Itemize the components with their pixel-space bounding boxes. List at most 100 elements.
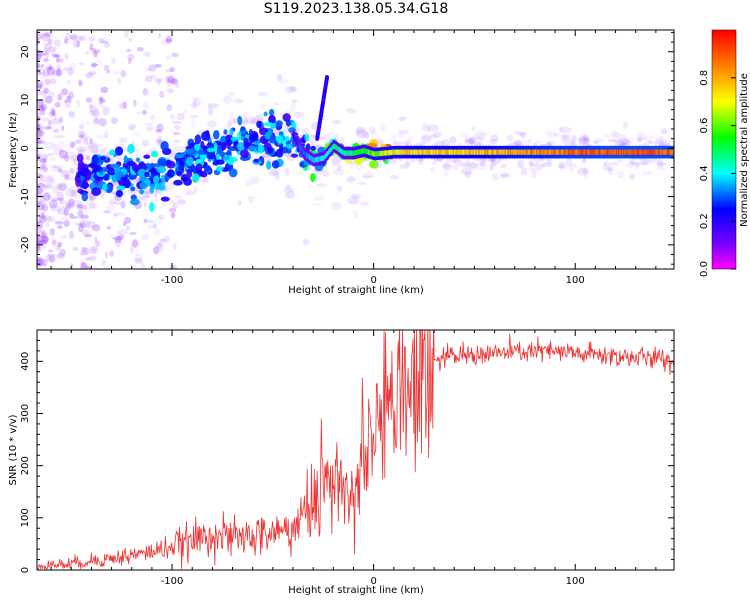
halo-blob: [52, 143, 59, 148]
noise-blob: [37, 206, 41, 215]
noise-blob: [98, 38, 105, 44]
snr-frame: [36, 329, 675, 571]
noise-blob: [169, 66, 176, 73]
noise-blob: [47, 194, 52, 201]
halo-blob: [545, 142, 552, 147]
noise-blob: [39, 224, 43, 231]
ridge-core: [475, 149, 478, 155]
noise-blob: [56, 63, 61, 73]
noise-blob: [37, 42, 40, 46]
signal-blob: [160, 196, 170, 202]
noise-blob: [42, 48, 51, 56]
halo-blob: [135, 152, 140, 158]
noise-blob: [72, 246, 79, 251]
signal-blob: [81, 192, 89, 202]
halo-blob: [442, 163, 452, 170]
ridge-core: [592, 149, 595, 155]
ridge-core: [455, 149, 457, 155]
halo-blob: [173, 145, 186, 152]
ridge-core: [646, 149, 648, 155]
halo-blob: [490, 162, 496, 168]
halo-blob: [614, 139, 624, 148]
noise-blob: [78, 81, 84, 86]
ridge-core: [516, 149, 519, 155]
ridge-core: [367, 149, 370, 155]
halo-blob: [355, 126, 366, 134]
noise-blob: [39, 229, 47, 238]
signal-blob: [206, 150, 216, 160]
ridge-core: [612, 149, 614, 155]
noise-blob: [103, 41, 111, 49]
noise-blob: [50, 107, 55, 115]
halo-blob: [379, 123, 386, 132]
ridge-core: [545, 149, 548, 155]
halo-blob: [190, 119, 196, 128]
noise-blob: [48, 90, 55, 99]
noise-blob: [89, 109, 97, 117]
halo-blob: [113, 201, 122, 205]
halo-blob: [76, 204, 87, 211]
halo-blob: [128, 123, 137, 130]
halo-blob: [53, 147, 63, 156]
noise-blob: [69, 215, 78, 220]
halo-blob: [517, 131, 525, 136]
ridge-core: [497, 149, 499, 155]
halo-blob: [364, 158, 372, 163]
noise-blob: [104, 251, 109, 260]
ridge-core: [530, 149, 532, 155]
ridge-core: [511, 149, 514, 155]
noise-blob: [41, 117, 51, 122]
halo-blob: [37, 183, 48, 192]
ridge-core: [400, 149, 403, 155]
ridge-core: [527, 149, 530, 155]
ytick-label: 100: [20, 508, 31, 527]
ridge-core: [420, 149, 422, 155]
noise-blob: [136, 46, 144, 52]
noise-blob: [173, 242, 177, 251]
ridge-core: [450, 149, 452, 155]
noise-blob: [40, 203, 49, 212]
ridge-core: [433, 149, 435, 155]
halo-blob: [558, 126, 563, 131]
noise-blob: [166, 104, 173, 112]
ridge-core: [397, 149, 399, 155]
noise-blob: [55, 68, 63, 77]
noise-blob: [48, 64, 53, 71]
ridge-core: [522, 149, 525, 155]
noise-blob: [37, 140, 46, 144]
ridge-core: [435, 149, 438, 155]
halo-blob: [74, 194, 80, 200]
noise-blob: [77, 209, 84, 219]
noise-blob: [37, 238, 42, 245]
noise-blob: [124, 216, 132, 224]
halo-blob: [529, 164, 541, 173]
signal-blob: [282, 113, 291, 122]
noise-blob: [142, 87, 149, 96]
noise-blob: [89, 47, 97, 52]
halo-blob: [637, 136, 647, 141]
halo-blob: [65, 215, 72, 220]
noise-blob: [40, 230, 46, 239]
noise-blob: [45, 174, 51, 181]
halo-blob: [441, 161, 451, 168]
noise-blob: [59, 248, 67, 256]
ridge-core: [642, 149, 644, 155]
ridge-core: [510, 149, 513, 155]
noise-blob: [60, 217, 68, 221]
signal-blob: [139, 189, 145, 195]
noise-blob: [122, 101, 127, 110]
noise-blob: [80, 214, 89, 220]
ridge-core: [667, 149, 670, 155]
noise-blob: [119, 137, 123, 146]
ridge-core: [531, 149, 533, 155]
ridge-core: [550, 149, 553, 155]
noise-blob: [53, 129, 59, 134]
halo-blob: [355, 131, 362, 137]
ridge-core: [301, 147, 303, 154]
noise-blob: [38, 259, 42, 268]
ridge-core: [657, 149, 659, 155]
ridge-core: [513, 149, 515, 155]
ridge-core: [519, 149, 521, 155]
ridge-core: [405, 149, 407, 155]
